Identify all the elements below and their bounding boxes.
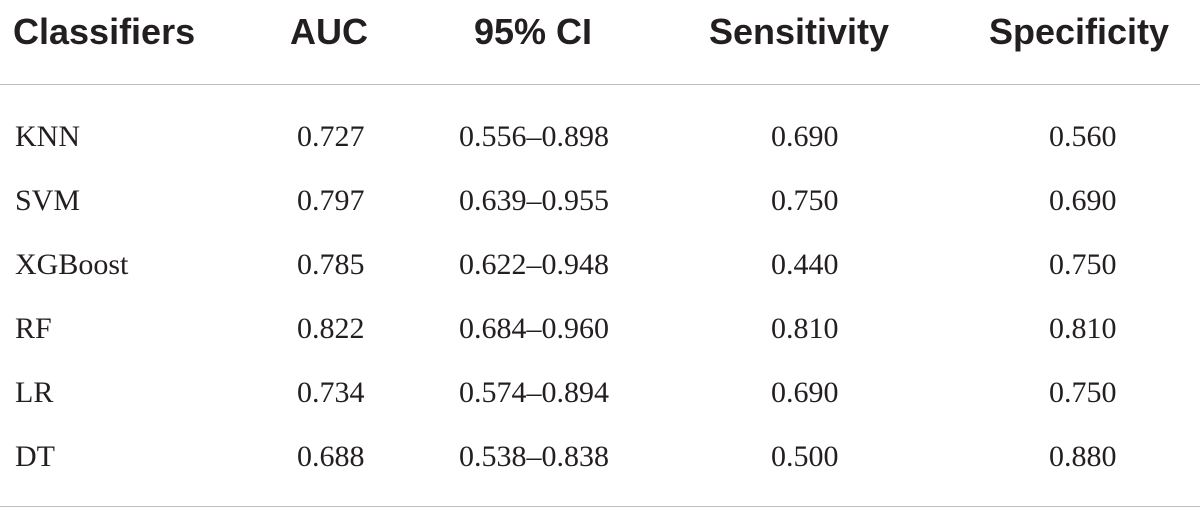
- table-bottom-rule: [0, 506, 1200, 507]
- header-divider: [0, 84, 1200, 85]
- cell-ci: 0.622–0.948: [459, 248, 609, 281]
- cell-specificity: 0.750: [1049, 248, 1117, 281]
- header-auc: AUC: [290, 11, 368, 52]
- cell-ci: 0.556–0.898: [459, 120, 609, 153]
- cell-auc: 0.734: [297, 376, 365, 409]
- cell-classifier: LR: [15, 376, 54, 409]
- cell-specificity: 0.690: [1049, 184, 1117, 217]
- cell-ci: 0.639–0.955: [459, 184, 609, 217]
- cell-classifier: KNN: [15, 120, 80, 153]
- table-row: KNN 0.727 0.556–0.898 0.690 0.560: [0, 114, 1200, 160]
- cell-sensitivity: 0.690: [771, 120, 839, 153]
- cell-sensitivity: 0.500: [771, 440, 839, 473]
- cell-sensitivity: 0.810: [771, 312, 839, 345]
- table-row: DT 0.688 0.538–0.838 0.500 0.880: [0, 434, 1200, 480]
- cell-auc: 0.727: [297, 120, 365, 153]
- cell-specificity: 0.810: [1049, 312, 1117, 345]
- cell-specificity: 0.560: [1049, 120, 1117, 153]
- cell-auc: 0.785: [297, 248, 365, 281]
- table-header-row: Classifiers AUC 95% CI Sensitivity Speci…: [0, 0, 1200, 70]
- cell-auc: 0.822: [297, 312, 365, 345]
- cell-sensitivity: 0.440: [771, 248, 839, 281]
- table-row: LR 0.734 0.574–0.894 0.690 0.750: [0, 370, 1200, 416]
- header-95-ci: 95% CI: [474, 11, 593, 52]
- cell-ci: 0.684–0.960: [459, 312, 609, 345]
- cell-sensitivity: 0.690: [771, 376, 839, 409]
- cell-classifier: XGBoost: [15, 248, 129, 281]
- cell-specificity: 0.880: [1049, 440, 1117, 473]
- cell-classifier: DT: [15, 440, 55, 473]
- cell-sensitivity: 0.750: [771, 184, 839, 217]
- table-row: SVM 0.797 0.639–0.955 0.750 0.690: [0, 178, 1200, 224]
- cell-specificity: 0.750: [1049, 376, 1117, 409]
- header-sensitivity: Sensitivity: [709, 11, 890, 52]
- cell-ci: 0.574–0.894: [459, 376, 609, 409]
- header-classifiers: Classifiers: [13, 11, 196, 52]
- table-row: RF 0.822 0.684–0.960 0.810 0.810: [0, 306, 1200, 352]
- cell-ci: 0.538–0.838: [459, 440, 609, 473]
- header-specificity: Specificity: [989, 11, 1170, 52]
- cell-auc: 0.688: [297, 440, 365, 473]
- cell-auc: 0.797: [297, 184, 365, 217]
- cell-classifier: RF: [15, 312, 52, 345]
- table-row: XGBoost 0.785 0.622–0.948 0.440 0.750: [0, 242, 1200, 288]
- cell-classifier: SVM: [15, 184, 81, 217]
